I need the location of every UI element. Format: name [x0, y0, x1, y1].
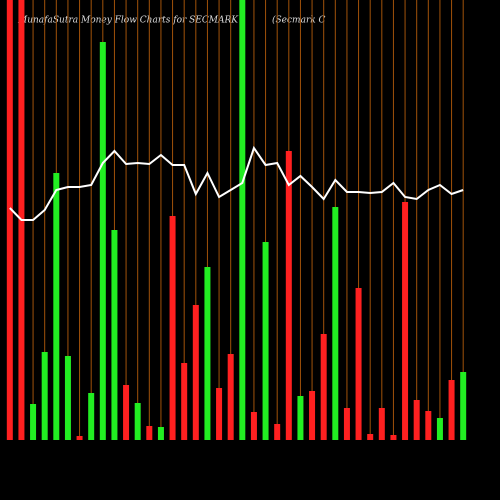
bar: [460, 372, 467, 440]
bar: [250, 412, 257, 440]
bar: [134, 403, 141, 440]
bar: [53, 173, 60, 440]
bar: [262, 242, 269, 440]
bar: [390, 435, 397, 440]
bar: [64, 356, 71, 440]
bar: [41, 352, 48, 440]
bar: [402, 202, 409, 440]
bar: [30, 404, 37, 440]
bar: [309, 391, 316, 440]
bar: [227, 354, 234, 440]
bar: [378, 408, 385, 440]
bar: [111, 230, 118, 440]
bar: [274, 424, 281, 440]
bar: [169, 216, 176, 440]
money-flow-line: [9, 145, 464, 221]
bar: [192, 305, 199, 440]
chart-title: MunafaSutra Money Flow Charts for SECMAR…: [17, 16, 239, 26]
bar: [99, 42, 106, 440]
bar: [216, 388, 223, 440]
bar: [181, 363, 188, 440]
bar: [146, 426, 153, 440]
bar: [320, 334, 327, 440]
bar: [367, 434, 374, 440]
bar: [88, 393, 95, 440]
bar: [343, 408, 350, 440]
bar: [157, 427, 164, 440]
bar: [425, 411, 432, 440]
bar: [448, 380, 455, 440]
chart-subtitle: (Secmark C: [272, 15, 326, 26]
bar: [436, 418, 443, 440]
bar: [285, 151, 292, 440]
bar: [297, 396, 304, 440]
bar: [123, 385, 130, 440]
bar: [413, 400, 420, 440]
bar: [6, 0, 13, 440]
bar: [239, 0, 246, 440]
bar: [332, 207, 339, 440]
bar: [204, 267, 211, 440]
bar: [76, 436, 83, 440]
bar: [355, 288, 362, 440]
